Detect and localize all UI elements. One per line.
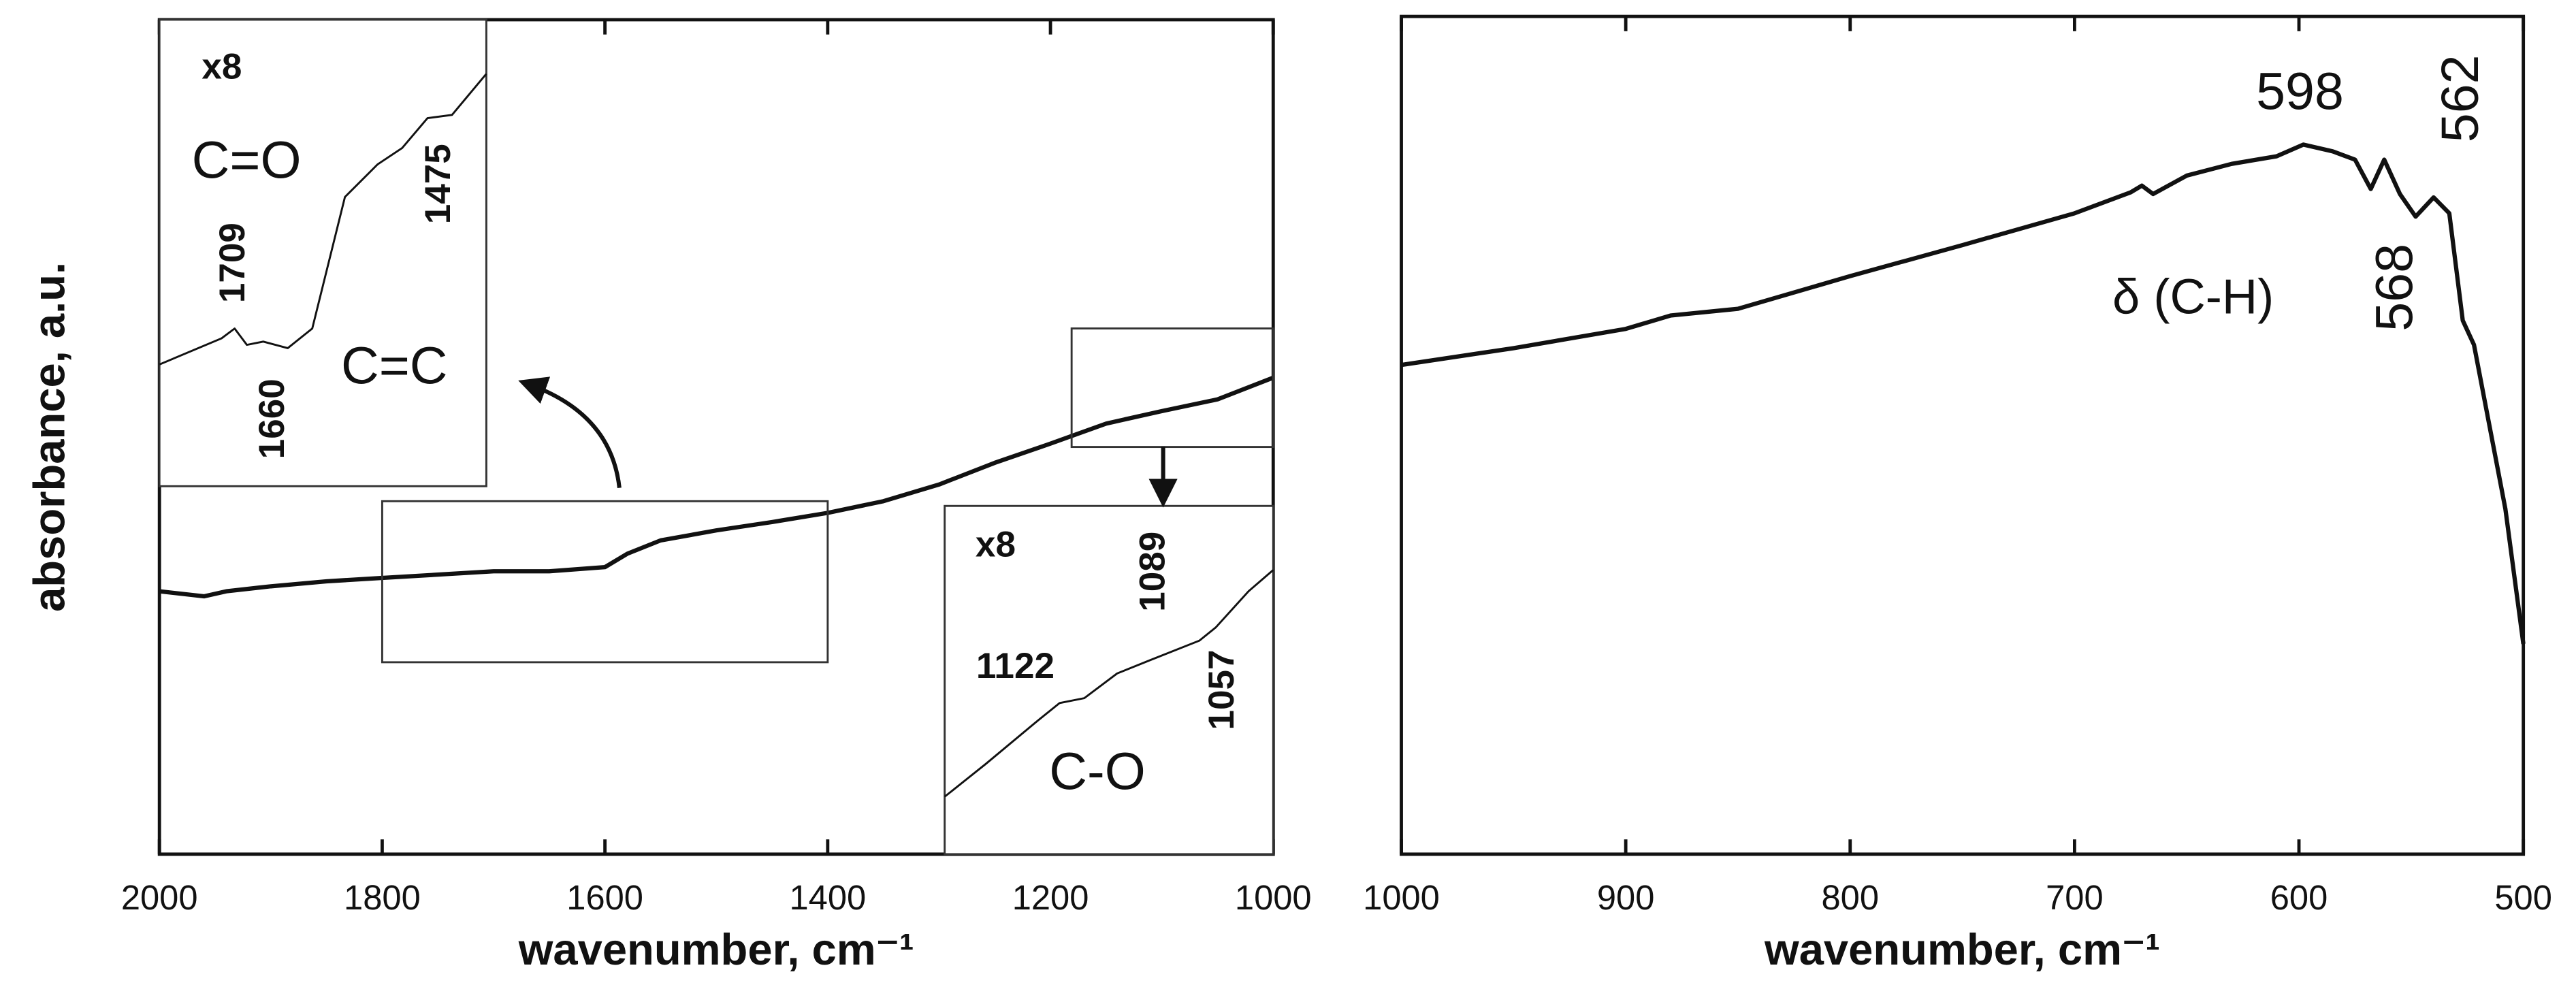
x-tick-label: 900 xyxy=(1597,878,1655,917)
x-tick-label: 2000 xyxy=(121,878,198,917)
x-tick-label: 600 xyxy=(2270,878,2328,917)
peak-label: C=C xyxy=(341,336,448,395)
peak-label: 562 xyxy=(2431,54,2490,142)
x-tick-label: 800 xyxy=(1822,878,1880,917)
peak-label: δ (C-H) xyxy=(2112,270,2274,325)
peak-label: 1057 xyxy=(1202,649,1242,730)
x-tick-label: 500 xyxy=(2494,878,2552,917)
x-tick-label: 1400 xyxy=(789,878,866,917)
x-axis-label: wavenumber, cm⁻¹ xyxy=(1764,924,2160,974)
peak-label: 1475 xyxy=(418,144,458,224)
zoom-arrow xyxy=(518,376,622,489)
x-tick-label: 1800 xyxy=(344,878,421,917)
inset-line xyxy=(159,73,487,366)
x-tick-label: 700 xyxy=(2046,878,2104,917)
inset-magnification: x8 xyxy=(202,46,242,86)
x-tick-label: 1000 xyxy=(1235,878,1312,917)
spectrum-line xyxy=(1401,142,2526,645)
peak-label: C=O xyxy=(192,131,302,190)
x-tick-label: 1200 xyxy=(1012,878,1089,917)
peak-label: 1122 xyxy=(976,646,1054,686)
peak-label: 568 xyxy=(2366,244,2424,332)
peak-label: C-O xyxy=(1049,742,1146,801)
peak-label: 598 xyxy=(2256,62,2344,120)
inset-magnification: x8 xyxy=(976,525,1016,565)
peak-label: 1709 xyxy=(212,223,253,303)
inset-line xyxy=(944,569,1274,798)
peak-label: 1660 xyxy=(252,378,292,459)
x-tick-label: 1600 xyxy=(566,878,643,917)
plot-frame xyxy=(1400,14,2526,856)
x-tick-label: 1000 xyxy=(1363,878,1440,917)
spectrum-line xyxy=(159,375,1274,599)
inset-frame xyxy=(158,18,487,487)
y-axis-label: absorbance, a.u. xyxy=(25,262,74,612)
zoom-region xyxy=(381,500,829,664)
peak-label: 1089 xyxy=(1133,532,1173,612)
zoom-region xyxy=(1070,327,1274,449)
x-axis-label: wavenumber, cm⁻¹ xyxy=(518,924,914,974)
